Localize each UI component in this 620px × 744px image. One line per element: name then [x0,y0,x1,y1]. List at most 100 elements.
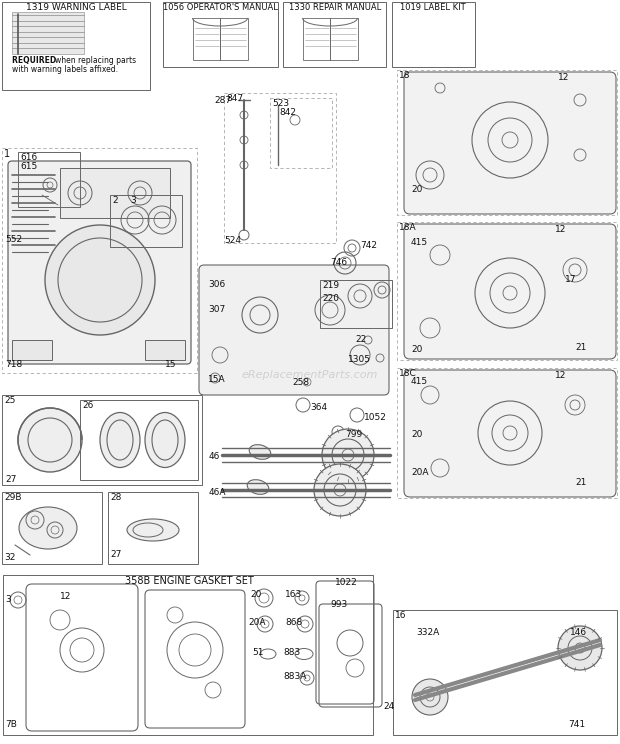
Text: 21: 21 [575,343,587,352]
Bar [2,492,102,564]
Bar [224,93,336,243]
Text: 1052: 1052 [364,413,387,422]
Text: 22: 22 [355,335,366,344]
Text: 524: 524 [224,236,241,245]
Circle shape [314,464,366,516]
Text: 358B ENGINE GASKET SET: 358B ENGINE GASKET SET [125,576,254,586]
Text: 615: 615 [20,162,37,171]
Ellipse shape [19,507,77,549]
Text: 17: 17 [565,275,577,284]
Text: 51: 51 [252,648,264,657]
FancyBboxPatch shape [404,72,616,214]
Text: REQUIRED: REQUIRED [12,56,59,65]
Text: 27: 27 [5,475,16,484]
Text: 20: 20 [411,185,422,194]
Text: 287: 287 [214,96,231,105]
Text: 20: 20 [411,345,422,354]
Bar [397,222,617,360]
Bar [12,12,84,54]
Text: 32: 32 [4,553,16,562]
Text: 746: 746 [330,258,347,267]
Text: 25: 25 [4,396,16,405]
Bar [163,2,278,67]
Text: 24: 24 [383,702,394,711]
Text: 415: 415 [411,238,428,247]
Text: 741: 741 [568,720,585,729]
Text: 20A: 20A [411,468,428,477]
Text: 842: 842 [279,108,296,117]
Bar [3,575,373,735]
Text: 18: 18 [399,71,410,80]
Text: 15: 15 [165,360,177,369]
Bar [60,168,170,218]
Ellipse shape [127,519,179,541]
Text: 163: 163 [285,590,303,599]
Bar [392,2,475,67]
Text: 18C: 18C [399,369,417,378]
Text: 12: 12 [555,371,567,380]
Text: 718: 718 [5,360,22,369]
Text: 18A: 18A [399,223,417,232]
Ellipse shape [100,412,140,467]
Circle shape [412,679,448,715]
Text: 220: 220 [322,294,339,303]
Text: 219: 219 [322,281,339,290]
Text: 20: 20 [411,430,422,439]
Bar [18,152,80,207]
Text: 20A: 20A [248,618,265,627]
Bar [145,340,185,360]
Text: 15A: 15A [208,375,226,384]
Ellipse shape [249,445,271,459]
FancyBboxPatch shape [8,161,191,364]
Bar [397,368,617,498]
Text: 415: 415 [411,377,428,386]
Bar [108,492,198,564]
Text: 3: 3 [130,196,136,205]
Text: 1319 WARNING LABEL: 1319 WARNING LABEL [25,3,126,12]
Text: 146: 146 [570,628,587,637]
Bar [12,340,52,360]
Text: 552: 552 [5,235,22,244]
Text: 742: 742 [360,241,377,250]
Text: 12: 12 [60,592,71,601]
FancyBboxPatch shape [404,370,616,497]
Text: eReplacementParts.com: eReplacementParts.com [242,370,378,380]
Ellipse shape [247,480,269,494]
FancyBboxPatch shape [199,265,389,395]
Circle shape [558,626,602,670]
Text: 12: 12 [558,73,569,82]
Text: 29B: 29B [4,493,22,502]
Bar [320,280,392,328]
Text: 46A: 46A [209,488,226,497]
Text: 799: 799 [345,430,362,439]
Text: 7B: 7B [5,720,17,729]
Text: 1330 REPAIR MANUAL: 1330 REPAIR MANUAL [289,3,381,12]
Text: 1022: 1022 [335,578,358,587]
Text: 16: 16 [395,611,407,620]
Text: 847: 847 [226,94,243,103]
Text: 307: 307 [208,305,225,314]
Text: 993: 993 [330,600,347,609]
Bar [270,98,332,168]
Text: 868: 868 [285,618,303,627]
Text: 616: 616 [20,153,37,162]
Bar [2,2,150,90]
Circle shape [45,225,155,335]
Text: 364: 364 [310,403,327,412]
Bar [393,610,617,735]
Text: 46: 46 [209,452,220,461]
Text: 332A: 332A [416,628,439,637]
Text: 2: 2 [112,196,118,205]
Text: 883: 883 [283,648,300,657]
Bar [2,148,197,373]
Bar [110,195,182,247]
Bar [397,70,617,215]
Text: 12: 12 [555,225,567,234]
Bar [283,2,386,67]
Text: 258: 258 [292,378,309,387]
Text: 523: 523 [272,99,289,108]
Bar [193,18,248,60]
Text: 883A: 883A [283,672,306,681]
Text: 1019 LABEL KIT: 1019 LABEL KIT [400,3,466,12]
Circle shape [322,429,374,481]
